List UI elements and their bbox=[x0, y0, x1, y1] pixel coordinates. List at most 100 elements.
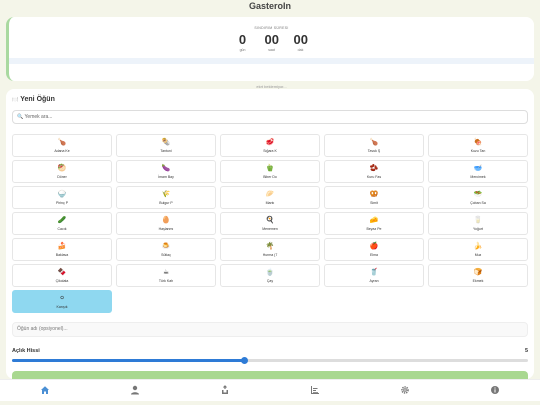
food-item[interactable]: 🍌 Muz bbox=[428, 238, 528, 261]
food-icon: 🥚 bbox=[161, 217, 171, 224]
food-item[interactable]: 🍗 Adana Ke bbox=[12, 134, 112, 157]
food-label: Yoğurt bbox=[473, 227, 483, 231]
food-grid: 🍗 Adana Ke 🌯 Tantuni 🥩 Sığara K 🍗 Tavuk Ş 🍖 Kuzu … bbox=[12, 134, 528, 313]
plate-icon: 🍽️ bbox=[12, 97, 19, 103]
food-label: Sığara K bbox=[263, 149, 277, 153]
food-item[interactable]: 🥤 Ayran bbox=[324, 264, 424, 287]
food-label: Kuzu Tan bbox=[470, 149, 486, 153]
home-icon[interactable] bbox=[35, 385, 55, 397]
food-item[interactable]: 🥚 Haşlanmı bbox=[116, 212, 216, 235]
food-label: Pirinç P bbox=[55, 201, 69, 205]
user-icon[interactable] bbox=[125, 385, 145, 397]
food-label: Menemen bbox=[262, 227, 278, 231]
food-item[interactable]: 🍚 Pirinç P bbox=[12, 186, 112, 209]
settings-icon[interactable] bbox=[395, 385, 415, 397]
timer-minutes-value: 00 bbox=[293, 32, 308, 47]
timer-hours: 00 saat bbox=[265, 32, 279, 52]
food-icon: 🍗 bbox=[57, 139, 67, 146]
food-item[interactable]: 🍫 Çikolata bbox=[12, 264, 112, 287]
food-label: Sütlaç bbox=[161, 253, 171, 257]
food-item[interactable]: 🫘 Kuru Fas bbox=[324, 160, 424, 183]
food-label: Elma bbox=[370, 253, 378, 257]
hunger-value: 5 bbox=[524, 348, 528, 354]
food-label: Kuru Fas bbox=[366, 175, 382, 179]
new-meal-title-text: Yeni Öğün bbox=[20, 96, 55, 103]
meal-name-input[interactable]: Öğün adı (opsiyonel)... bbox=[12, 322, 528, 337]
food-label: Tavuk Ş bbox=[367, 149, 381, 153]
food-icon: 🥗 bbox=[473, 191, 483, 198]
bottom-nav bbox=[0, 379, 540, 401]
food-item[interactable]: 🌾 Bulgur P bbox=[116, 186, 216, 209]
food-icon: 🍞 bbox=[473, 269, 483, 276]
food-item[interactable]: 🍵 Çay bbox=[220, 264, 320, 287]
food-label: Ekmek bbox=[472, 279, 484, 283]
food-label: Beyaz Pe bbox=[366, 227, 382, 231]
food-item[interactable]: 🍮 Sütlaç bbox=[116, 238, 216, 261]
timer-caption: SINDIRIM SÜRESI bbox=[254, 26, 289, 30]
food-icon: 🍰 bbox=[57, 243, 67, 250]
new-meal-card: 🍽️ Yeni Öğün 🔍 Yemek ara... 🍗 Adana Ke 🌯 Tan… bbox=[6, 89, 534, 379]
food-item[interactable]: 🥣 Mercimek bbox=[428, 160, 528, 183]
food-label: Baklava bbox=[55, 253, 69, 257]
food-label: İmam Bay bbox=[158, 175, 174, 179]
food-item[interactable]: 🧀 Beyaz Pe bbox=[324, 212, 424, 235]
food-icon: 🥤 bbox=[369, 269, 379, 276]
food-label: Cacık bbox=[57, 227, 67, 231]
food-item[interactable]: 🍖 Kuzu Tan bbox=[428, 134, 528, 157]
food-item[interactable]: ☕ Türk Kah bbox=[116, 264, 216, 287]
food-label: Tantuni bbox=[160, 149, 172, 153]
food-label: Muz bbox=[474, 253, 482, 257]
food-item[interactable]: 🌴 Hurma (7 bbox=[220, 238, 320, 261]
food-search-placeholder: Yemek ara... bbox=[24, 114, 53, 120]
food-item[interactable]: 🍳 Menemen bbox=[220, 212, 320, 235]
food-item[interactable]: 🥟 Mantı bbox=[220, 186, 320, 209]
hunger-slider-thumb[interactable] bbox=[240, 357, 248, 364]
timer-divider bbox=[9, 58, 534, 64]
food-item[interactable]: 🍞 Ekmek bbox=[428, 264, 528, 287]
food-icon: 🧀 bbox=[369, 217, 379, 224]
food-item[interactable]: 🥒 Cacık bbox=[12, 212, 112, 235]
food-icon: 🌯 bbox=[161, 139, 171, 146]
food-item[interactable]: 🥛 Yoğurt bbox=[428, 212, 528, 235]
food-item[interactable]: 🍰 Baklava bbox=[12, 238, 112, 261]
timer-status: ekrt beklemiyor... bbox=[256, 84, 287, 89]
food-item[interactable]: 🍗 Tavuk Ş bbox=[324, 134, 424, 157]
food-item[interactable]: 🥩 Sığara K bbox=[220, 134, 320, 157]
food-icon: 🥣 bbox=[473, 165, 483, 172]
food-icon: 🍗 bbox=[369, 139, 379, 146]
food-item[interactable]: 🌯 Tantuni bbox=[116, 134, 216, 157]
timer-days-label: gün bbox=[239, 48, 246, 52]
food-item[interactable]: 🍆 İmam Bay bbox=[116, 160, 216, 183]
food-item[interactable]: 🫑 Biber Do bbox=[220, 160, 320, 183]
food-icon: 🥙 bbox=[57, 165, 67, 172]
food-label: Döner bbox=[57, 175, 67, 179]
new-meal-title: 🍽️ Yeni Öğün bbox=[12, 96, 55, 103]
food-search-input[interactable]: 🔍 Yemek ara... bbox=[12, 110, 528, 124]
app-title: GasteroIn bbox=[248, 1, 291, 11]
food-icon: 🥛 bbox=[473, 217, 483, 224]
timer-hours-value: 00 bbox=[264, 32, 279, 47]
food-icon: ⚪ bbox=[59, 295, 65, 302]
food-item[interactable]: 🍎 Elma bbox=[324, 238, 424, 261]
food-item[interactable]: 🥙 Döner bbox=[12, 160, 112, 183]
food-icon: 🍎 bbox=[369, 243, 379, 250]
chart-icon[interactable] bbox=[305, 385, 325, 397]
food-item[interactable]: 🥨 Simit bbox=[324, 186, 424, 209]
food-icon: 🫘 bbox=[369, 165, 379, 172]
food-icon: 🫑 bbox=[265, 165, 275, 172]
food-label: Bulgur P bbox=[159, 201, 173, 205]
food-icon: 🥩 bbox=[265, 139, 275, 146]
history-icon[interactable] bbox=[215, 384, 235, 397]
food-label: Karışık bbox=[56, 305, 68, 309]
food-label: Çoban Sa bbox=[470, 201, 486, 205]
food-icon: 🥨 bbox=[369, 191, 379, 198]
timer-hours-label: saat bbox=[268, 48, 275, 52]
food-label: Mercimek bbox=[470, 175, 486, 179]
food-item[interactable]: 🥗 Çoban Sa bbox=[428, 186, 528, 209]
food-icon: 🌴 bbox=[265, 243, 275, 250]
save-meal-button[interactable] bbox=[12, 371, 528, 379]
info-icon[interactable] bbox=[485, 385, 505, 397]
food-icon: 🍚 bbox=[57, 191, 67, 198]
food-item[interactable]: ⚪ Karışık bbox=[12, 290, 112, 313]
hunger-slider[interactable] bbox=[12, 357, 528, 364]
